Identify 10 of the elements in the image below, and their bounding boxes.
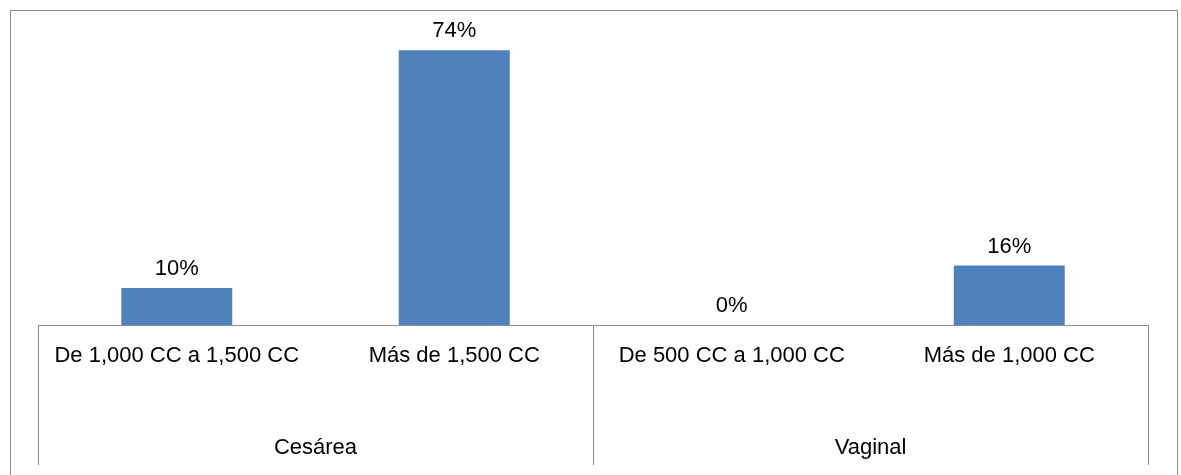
data-label: 0% xyxy=(715,292,748,318)
text: Vaginal xyxy=(834,434,907,460)
x-tick-label: Más de 1,500 CC xyxy=(368,342,540,368)
x-tick-label: De 1,000 CC a 1,500 CC xyxy=(54,342,300,368)
x-tick-label: De 500 CC a 1,000 CC xyxy=(618,342,845,368)
data-label: 74% xyxy=(432,17,477,43)
text: Cesárea xyxy=(273,434,358,460)
x-tick-label: Más de 1,000 CC xyxy=(923,342,1095,368)
data-label: 10% xyxy=(154,254,199,280)
data-label: 16% xyxy=(987,232,1032,258)
